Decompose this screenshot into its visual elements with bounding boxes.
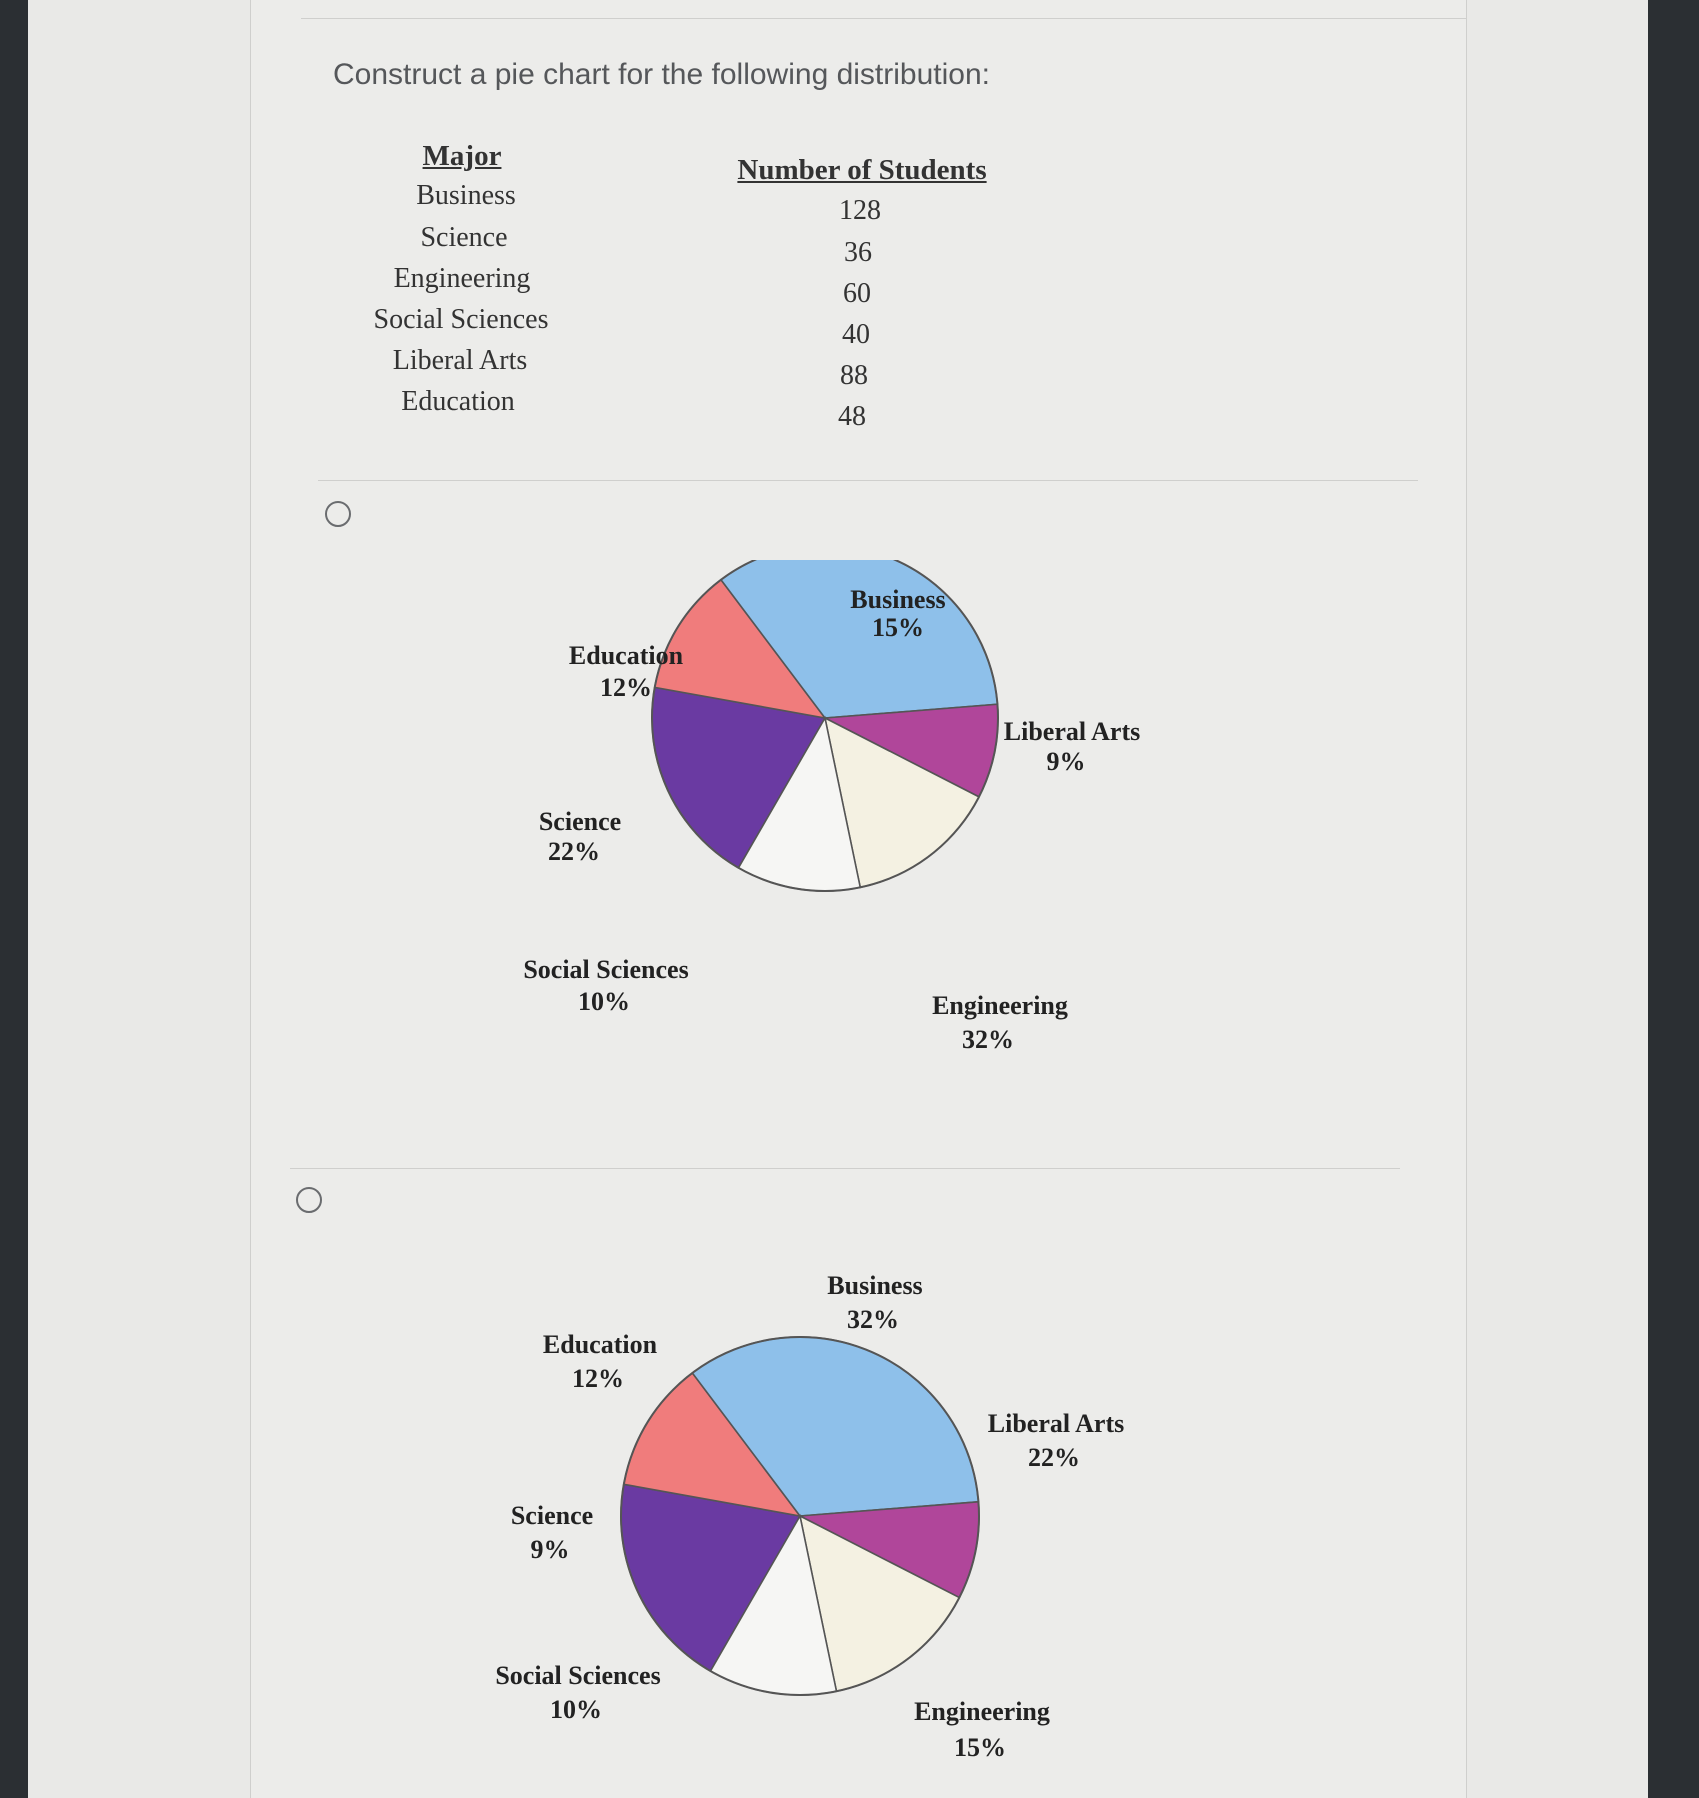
liberal-arts-percent: 22% [1028, 1443, 1080, 1472]
education-percent: 12% [600, 673, 652, 702]
science-label: Science [539, 807, 621, 836]
question-text: Construct a pie chart for the following … [333, 58, 990, 91]
count-cell: 60 [843, 278, 871, 309]
major-cell: Social Sciences [373, 304, 549, 335]
major-cell: Liberal Arts [392, 345, 528, 376]
major-cell: Science [420, 222, 508, 253]
count-cell: 88 [840, 360, 868, 391]
count-cell: 40 [842, 319, 870, 350]
engineering-label: Engineering [914, 1697, 1050, 1726]
social-sciences-percent: 10% [550, 1695, 602, 1724]
count-cell: 128 [839, 195, 881, 226]
top-divider [301, 18, 1466, 19]
education-percent: 12% [572, 1364, 624, 1393]
science-percent: 22% [548, 837, 600, 866]
social-sciences-label: Social Sciences [495, 1661, 660, 1690]
engineering-percent: 32% [962, 1025, 1014, 1054]
count-cell: 36 [844, 237, 872, 268]
social-sciences-label: Social Sciences [523, 955, 688, 984]
option-2-radio[interactable] [296, 1187, 322, 1213]
liberal-arts-label: Liberal Arts [988, 1409, 1125, 1438]
engineering-label: Engineering [932, 991, 1068, 1020]
option-divider [318, 480, 1418, 481]
pie-outline [651, 560, 999, 892]
social-sciences-percent: 10% [578, 987, 630, 1016]
business-label: Business [850, 585, 945, 614]
business-percent: 15% [872, 613, 924, 642]
science-label: Science [511, 1501, 593, 1530]
business-label: Business [827, 1271, 922, 1300]
science-percent: 9% [531, 1535, 570, 1564]
major-cell: Engineering [393, 263, 531, 294]
count-cell: 48 [838, 401, 866, 432]
option-1-pie-chart: Business 15% Liberal Arts 9% Engineering… [523, 560, 1141, 1054]
option-2-pie-chart: Business 32% Liberal Arts 22% Engineerin… [495, 1271, 1125, 1762]
major-cell: Education [401, 386, 515, 417]
count-column-header: Number of Students [737, 154, 987, 186]
pie-outline [620, 1336, 980, 1696]
education-label: Education [543, 1330, 658, 1359]
liberal-arts-label: Liberal Arts [1004, 717, 1141, 746]
liberal-arts-percent: 9% [1047, 747, 1086, 776]
engineering-percent: 15% [954, 1733, 1006, 1762]
option-divider [290, 1168, 1400, 1169]
business-percent: 32% [847, 1305, 899, 1334]
major-column-header: Major [422, 140, 502, 172]
major-cell: Business [416, 180, 516, 211]
option-1-radio[interactable] [325, 501, 351, 527]
education-label: Education [569, 641, 684, 670]
